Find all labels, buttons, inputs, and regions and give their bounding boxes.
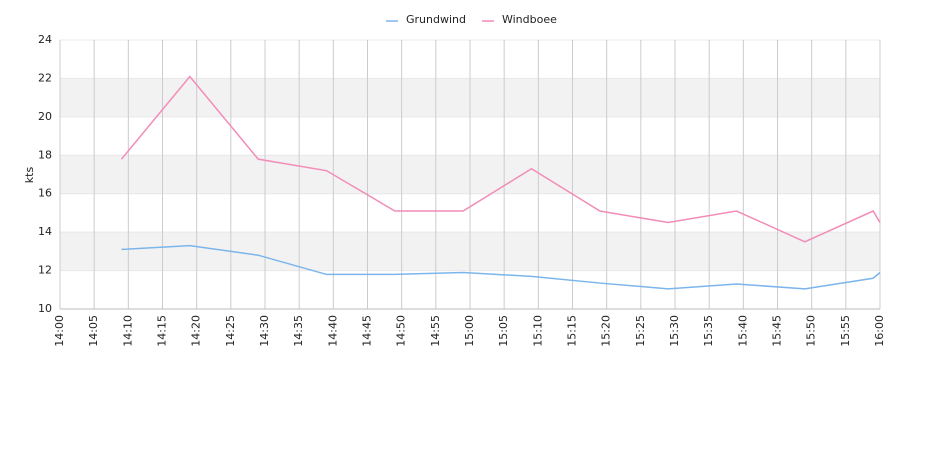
series-line bbox=[121, 244, 881, 290]
x-tick-label: 15:35 bbox=[702, 315, 715, 347]
x-tick-label: 16:00 bbox=[873, 315, 886, 347]
y-tick-label: 24 bbox=[38, 33, 52, 46]
x-tick-label: 15:50 bbox=[805, 315, 818, 347]
legend-label: Windboee bbox=[502, 13, 557, 26]
x-tick-label: 14:40 bbox=[326, 315, 339, 347]
x-tick-label: 15:40 bbox=[736, 315, 749, 347]
y-tick-label: 16 bbox=[38, 187, 52, 200]
x-tick-label: 15:20 bbox=[600, 315, 613, 347]
x-tick-label: 15:30 bbox=[668, 315, 681, 347]
x-tick-label: 14:30 bbox=[258, 315, 271, 347]
x-tick-label: 15:00 bbox=[463, 315, 476, 347]
x-tick-label: 14:35 bbox=[292, 315, 305, 347]
y-tick-label: 18 bbox=[38, 148, 52, 161]
x-tick-label: 14:05 bbox=[87, 315, 100, 347]
y-tick-label: 22 bbox=[38, 71, 52, 84]
y-axis-label: kts bbox=[23, 167, 36, 184]
series-line bbox=[120, 75, 881, 243]
x-tick-label: 15:45 bbox=[771, 315, 784, 347]
x-tick-label: 15:55 bbox=[839, 315, 852, 347]
y-tick-label: 10 bbox=[38, 302, 52, 315]
y-tick-label: 12 bbox=[38, 264, 52, 277]
x-tick-label: 14:10 bbox=[121, 315, 134, 347]
x-tick-label: 15:05 bbox=[497, 315, 510, 347]
x-tick-label: 14:15 bbox=[156, 315, 169, 347]
x-tick-label: 14:50 bbox=[395, 315, 408, 347]
x-tick-label: 15:15 bbox=[566, 315, 579, 347]
x-tick-label: 15:10 bbox=[531, 315, 544, 347]
x-tick-label: 14:00 bbox=[53, 315, 66, 347]
x-tick-label: 14:25 bbox=[224, 315, 237, 347]
legend-label: Grundwind bbox=[406, 13, 466, 26]
y-tick-label: 14 bbox=[38, 225, 52, 238]
y-tick-label: 20 bbox=[38, 110, 52, 123]
x-tick-label: 14:55 bbox=[429, 315, 442, 347]
x-tick-label: 15:25 bbox=[634, 315, 647, 347]
x-tick-label: 14:20 bbox=[190, 315, 203, 347]
x-tick-label: 14:45 bbox=[361, 315, 374, 347]
